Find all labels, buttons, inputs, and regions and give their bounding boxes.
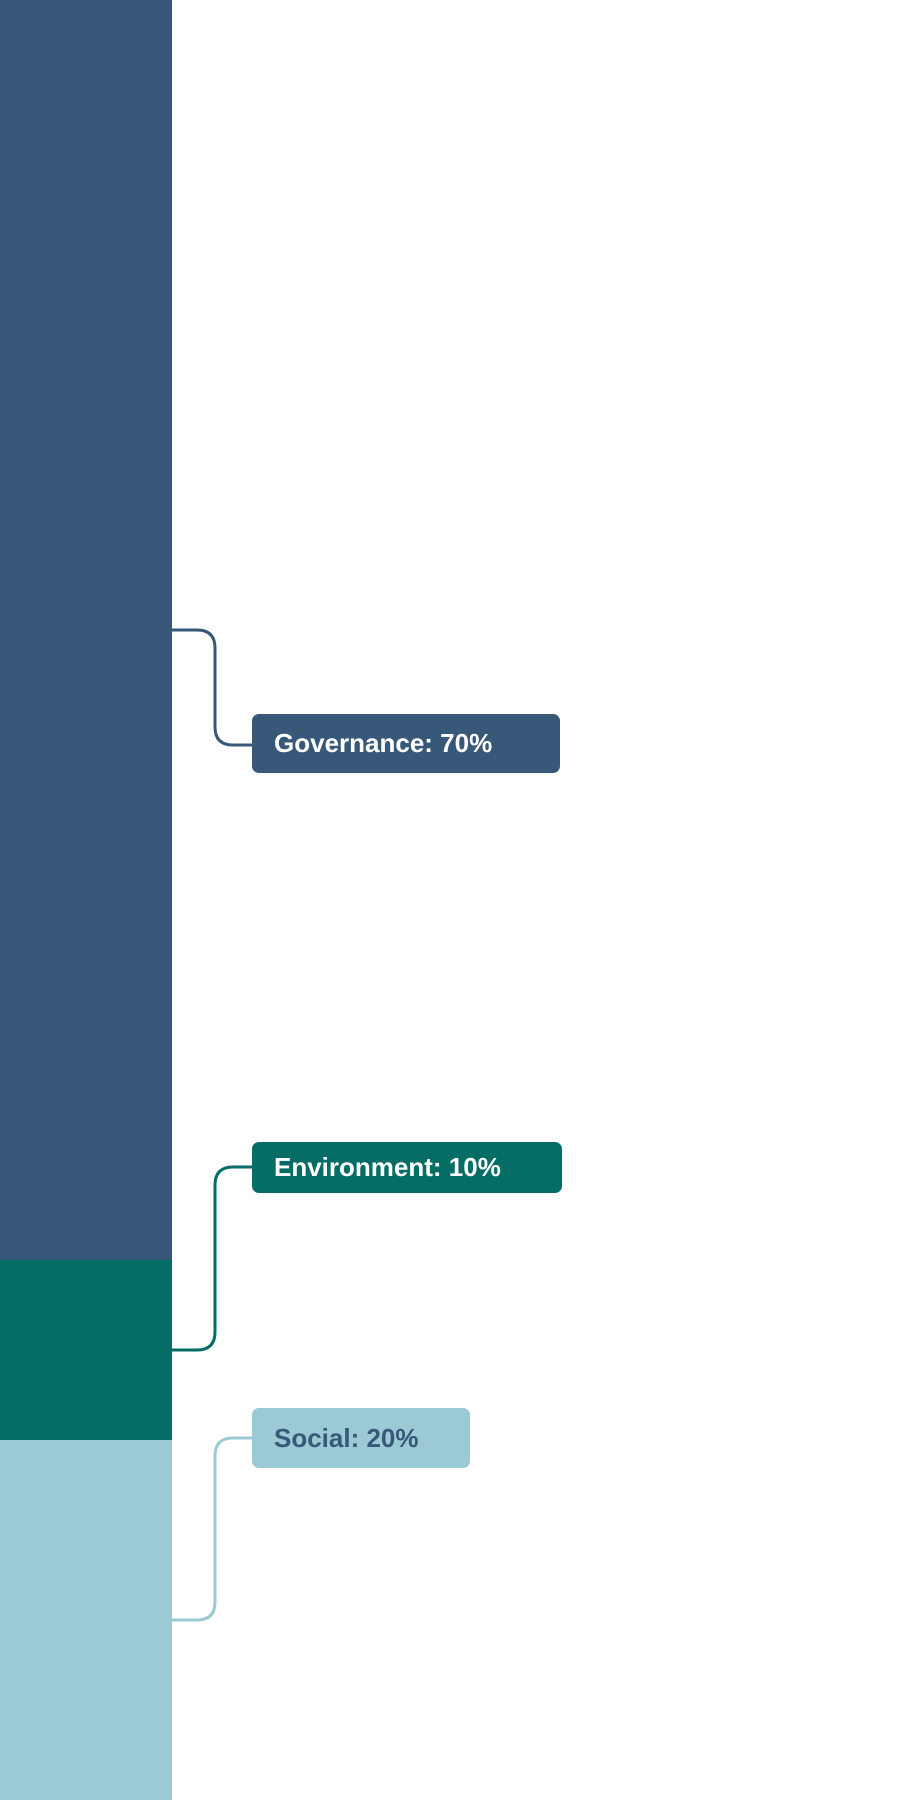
bar-segment-social <box>0 1440 172 1800</box>
label-environment: Environment: 10% <box>252 1142 562 1193</box>
label-governance: Governance: 70% <box>252 714 560 773</box>
connector-social <box>172 1436 252 1622</box>
connector-environment <box>172 1165 252 1352</box>
connector-governance <box>172 628 252 747</box>
bar-segment-environment <box>0 1260 172 1440</box>
label-social: Social: 20% <box>252 1408 470 1468</box>
bar-segment-governance <box>0 0 172 1260</box>
